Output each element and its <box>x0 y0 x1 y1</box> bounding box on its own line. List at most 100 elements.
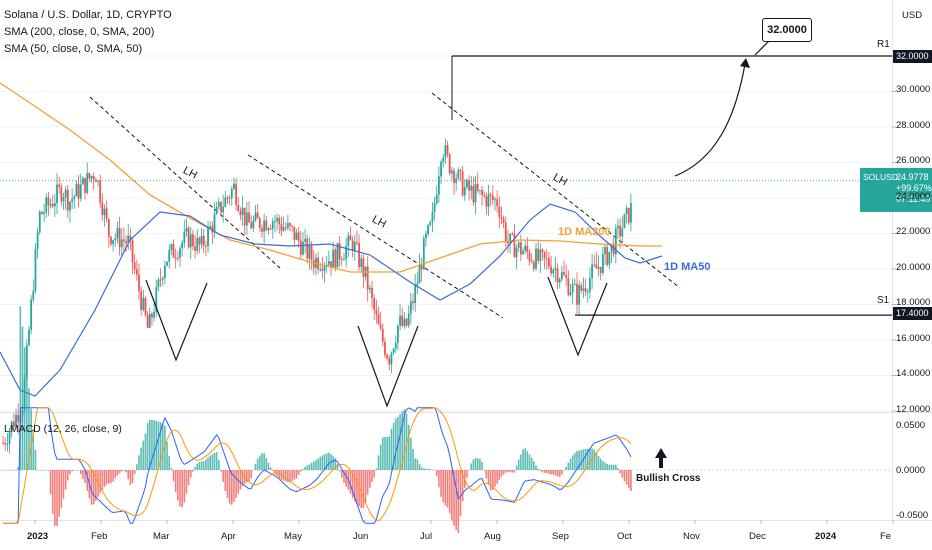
macd-histogram-bar <box>64 470 67 490</box>
candle-body <box>58 184 61 188</box>
candle-body <box>604 246 606 255</box>
candle-body <box>170 244 173 251</box>
v-pattern-2 <box>357 325 419 408</box>
macd-histogram-bar <box>215 452 218 470</box>
candle-body <box>181 242 184 249</box>
candle-body <box>25 344 28 378</box>
candle-body <box>522 250 524 255</box>
time-label-sep: Sep <box>552 531 569 542</box>
candle-body <box>86 173 89 193</box>
candle-body <box>163 265 166 279</box>
candle-body <box>133 262 136 270</box>
candle-body <box>131 239 134 263</box>
candle-body <box>446 145 449 155</box>
candle-body <box>310 245 313 261</box>
candle-body <box>263 220 266 232</box>
candle-body <box>291 225 294 227</box>
candle-body <box>299 240 302 255</box>
candle-body <box>319 268 322 270</box>
macd-histogram-bar <box>304 466 306 470</box>
macd-histogram-bar <box>511 470 514 473</box>
candle-body <box>120 239 123 248</box>
legend-macd[interactable]: LMACD (12, 26, close, 9) <box>4 423 122 435</box>
candle-body <box>539 249 542 261</box>
candle-body <box>198 237 201 245</box>
candle-body <box>323 264 326 271</box>
bullish-cross-label: Bullish Cross <box>636 473 701 484</box>
candle-body <box>176 257 179 259</box>
candle-body <box>256 212 259 219</box>
macd-histogram-bar <box>444 470 447 506</box>
macd-histogram-bar <box>166 441 168 470</box>
candle-body <box>455 178 458 184</box>
sma200-line <box>0 82 662 273</box>
candle-body <box>543 251 546 259</box>
candle-body <box>394 342 397 349</box>
price-badge-change: +99.67% <box>896 183 932 193</box>
candle-body <box>606 246 609 265</box>
candle-body <box>280 224 283 231</box>
macd-histogram-bar <box>222 470 224 483</box>
candle-body <box>321 268 324 271</box>
macd-histogram-bar <box>461 470 464 502</box>
candle-body <box>597 266 600 269</box>
macd-histogram-bar <box>468 469 470 471</box>
candle-body <box>159 279 162 281</box>
current-price-badge: SOLUSD 24.9778 +99.67% 07:11:49 <box>860 168 932 212</box>
moving-averages-layer <box>0 82 663 397</box>
candle-body <box>209 226 212 228</box>
macd-histogram-bar <box>334 458 337 470</box>
macd-histogram-bar <box>451 470 453 521</box>
candle-body <box>343 258 345 260</box>
candle-body <box>336 243 339 268</box>
macd-histogram-bar <box>621 470 624 478</box>
candle-body <box>200 235 203 245</box>
macd-histogram-bar <box>425 468 427 470</box>
macd-histogram-bar <box>308 464 311 470</box>
macd-histogram-bar <box>174 470 177 493</box>
macd-histogram-bar <box>30 408 32 470</box>
macd-histogram-bar <box>576 451 578 470</box>
macd-histogram-bar <box>43 470 45 471</box>
candle-body <box>420 265 423 270</box>
macd-histogram-bar <box>207 457 209 470</box>
macd-histogram-bar <box>172 470 175 482</box>
currency-label[interactable]: USD <box>902 10 923 21</box>
macd-histogram-bar <box>148 419 151 470</box>
candle-body <box>10 421 13 432</box>
candle-body <box>500 216 503 219</box>
candle-body <box>459 169 462 172</box>
candle-body <box>448 154 451 174</box>
candle-body <box>308 245 311 259</box>
candle-body <box>450 170 453 174</box>
ma50-label: 1D MA50 <box>664 261 711 273</box>
time-label-apr: Apr <box>221 531 236 542</box>
candle-body <box>526 245 529 253</box>
main-pane <box>0 0 892 412</box>
macd-histogram-bar <box>377 455 380 470</box>
macd-histogram-bar <box>51 470 54 515</box>
candle-body <box>472 185 475 203</box>
candle-body <box>485 196 488 207</box>
macd-histogram-bar <box>10 470 13 471</box>
candle-body <box>595 264 598 269</box>
candle-body <box>243 207 246 226</box>
candle-body <box>41 211 43 214</box>
macd-histogram-bar <box>325 453 328 470</box>
macd-histogram-bar <box>302 469 304 470</box>
macd-histogram-bar <box>282 470 285 481</box>
candle-body <box>217 201 220 207</box>
price-tick-16: 16.0000 <box>896 333 931 344</box>
candle-body <box>325 264 328 266</box>
legend-sma50[interactable]: SMA (50, close, 0, SMA, 50) <box>4 43 143 55</box>
candle-body <box>215 206 218 214</box>
candle-body <box>187 228 190 248</box>
macd-histogram-bar <box>153 420 155 470</box>
macd-histogram-bar <box>530 457 533 470</box>
candle-body <box>567 278 570 295</box>
candle-body <box>578 285 581 305</box>
candle-body <box>412 301 414 304</box>
legend-sma200[interactable]: SMA (200, close, 0, SMA, 200) <box>4 26 155 38</box>
candle-body <box>427 225 430 234</box>
